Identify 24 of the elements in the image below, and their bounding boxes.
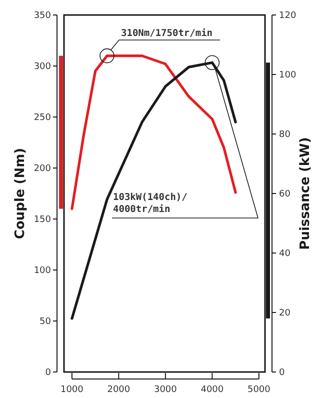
y-tick-label: 50	[40, 317, 52, 328]
annotation: 310Nm/1750tr/min	[121, 28, 213, 39]
y2-axis-title: Puissance (kW)	[298, 137, 313, 250]
y-tick-label: 250	[34, 113, 52, 124]
y2-tick-label: 120	[279, 11, 296, 22]
x-tick-label: 4000	[200, 385, 224, 395]
y-tick-label: 300	[34, 62, 52, 72]
y2-tick-label: 40	[279, 249, 291, 260]
y-axis-title: Couple (Nm)	[13, 148, 28, 240]
y-tick-label: 150	[34, 215, 52, 226]
y2-tick-label: 60	[279, 190, 291, 200]
annotation: 103kW(140ch)/ 4000tr/min	[113, 192, 188, 215]
y2-tick-label: 80	[279, 130, 291, 140]
y-tick-label: 0	[45, 368, 52, 378]
x-tick-label: 3000	[154, 385, 178, 395]
y2-tick-label: 100	[279, 70, 296, 81]
y2-tick-label: 0	[279, 368, 285, 378]
x-tick-label: 1000	[60, 385, 84, 395]
y-tick-label: 200	[34, 164, 52, 174]
x-tick-label: 5000	[247, 385, 271, 395]
y-tick-label: 350	[34, 11, 52, 22]
x-tick-label: 2000	[107, 385, 130, 395]
y2-tick-label: 20	[279, 308, 291, 319]
y-tick-label: 100	[34, 266, 52, 276]
